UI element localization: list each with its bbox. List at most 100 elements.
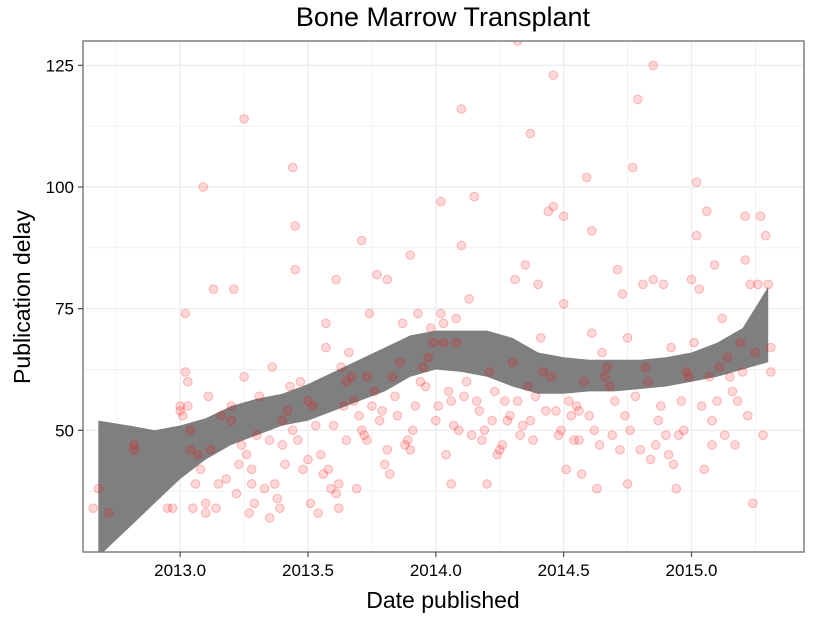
data-point [203, 391, 214, 402]
data-point [239, 114, 249, 124]
data-point [331, 274, 341, 285]
data-point [594, 440, 605, 450]
data-point [589, 425, 600, 436]
data-point [354, 410, 364, 421]
data-point [433, 401, 444, 411]
data-point [277, 440, 288, 450]
data-point [587, 328, 597, 338]
data-point [671, 483, 682, 494]
data-point [234, 459, 244, 470]
data-point [712, 396, 722, 406]
data-point [745, 279, 756, 290]
data-point [592, 483, 602, 494]
data-point [696, 401, 707, 411]
data-point [722, 352, 733, 363]
data-point [349, 396, 359, 406]
data-point [482, 479, 492, 489]
data-point [448, 420, 459, 431]
data-point [735, 337, 745, 348]
data-point [622, 479, 633, 489]
data-point [387, 372, 398, 382]
data-point [385, 469, 395, 479]
data-point [650, 440, 661, 450]
data-point [553, 430, 564, 441]
data-point [691, 177, 702, 187]
data-point [341, 435, 352, 445]
y-tick-label: 75 [55, 300, 74, 319]
data-point [372, 269, 382, 280]
data-point [630, 391, 641, 402]
data-point [367, 401, 377, 411]
data-point [569, 435, 579, 445]
data-point [679, 425, 689, 436]
data-point [512, 396, 523, 406]
data-point [576, 469, 587, 479]
data-point [379, 459, 390, 470]
data-point [374, 415, 385, 426]
data-point [236, 440, 247, 450]
data-point [436, 308, 446, 319]
data-point [507, 357, 518, 368]
data-point [525, 128, 536, 139]
data-point [413, 308, 423, 319]
data-point [466, 430, 477, 441]
data-point [180, 367, 191, 377]
data-point [730, 440, 740, 450]
data-point [699, 464, 710, 475]
data-point [604, 381, 615, 392]
data-point [206, 445, 216, 455]
panel-border [82, 40, 805, 553]
data-point [653, 415, 664, 426]
smooth-confidence-band [98, 286, 769, 552]
data-point [318, 469, 329, 479]
data-point [558, 211, 569, 221]
x-tick-label: 2014.0 [410, 561, 462, 580]
data-point [737, 367, 748, 377]
data-point [275, 503, 285, 514]
data-point [183, 401, 193, 411]
data-point [270, 479, 280, 489]
data-point [766, 367, 776, 377]
data-point [477, 435, 487, 445]
data-point [658, 279, 669, 290]
data-point [709, 260, 720, 270]
data-point [443, 386, 454, 397]
data-point [405, 445, 416, 455]
data-point [538, 367, 549, 377]
data-point [441, 449, 451, 460]
data-point [451, 337, 462, 348]
data-point [175, 401, 185, 411]
data-point [167, 503, 178, 514]
data-point [566, 410, 577, 421]
data-point [454, 425, 464, 436]
data-point [382, 445, 393, 455]
data-point [719, 430, 730, 441]
data-point [129, 445, 139, 455]
data-point [246, 464, 257, 475]
data-point [489, 386, 500, 397]
data-point [456, 240, 467, 251]
data-point [579, 376, 589, 387]
data-point [397, 318, 408, 329]
data-point [474, 406, 485, 416]
data-point [535, 333, 546, 343]
data-point [438, 318, 449, 329]
data-point [451, 313, 462, 324]
data-point [264, 435, 275, 445]
data-point [390, 391, 400, 402]
data-point [211, 503, 221, 514]
data-point [287, 425, 298, 436]
data-point [461, 376, 472, 387]
data-point [420, 381, 431, 392]
data-point [310, 420, 321, 431]
data-point [277, 415, 288, 426]
plot-panel [83, 41, 804, 552]
data-point [244, 508, 254, 518]
data-point [753, 279, 763, 290]
data-point [673, 430, 684, 441]
data-point [436, 196, 446, 207]
data-point [666, 342, 676, 353]
data-point [599, 372, 610, 382]
data-point [362, 435, 372, 445]
data-point [344, 347, 354, 358]
